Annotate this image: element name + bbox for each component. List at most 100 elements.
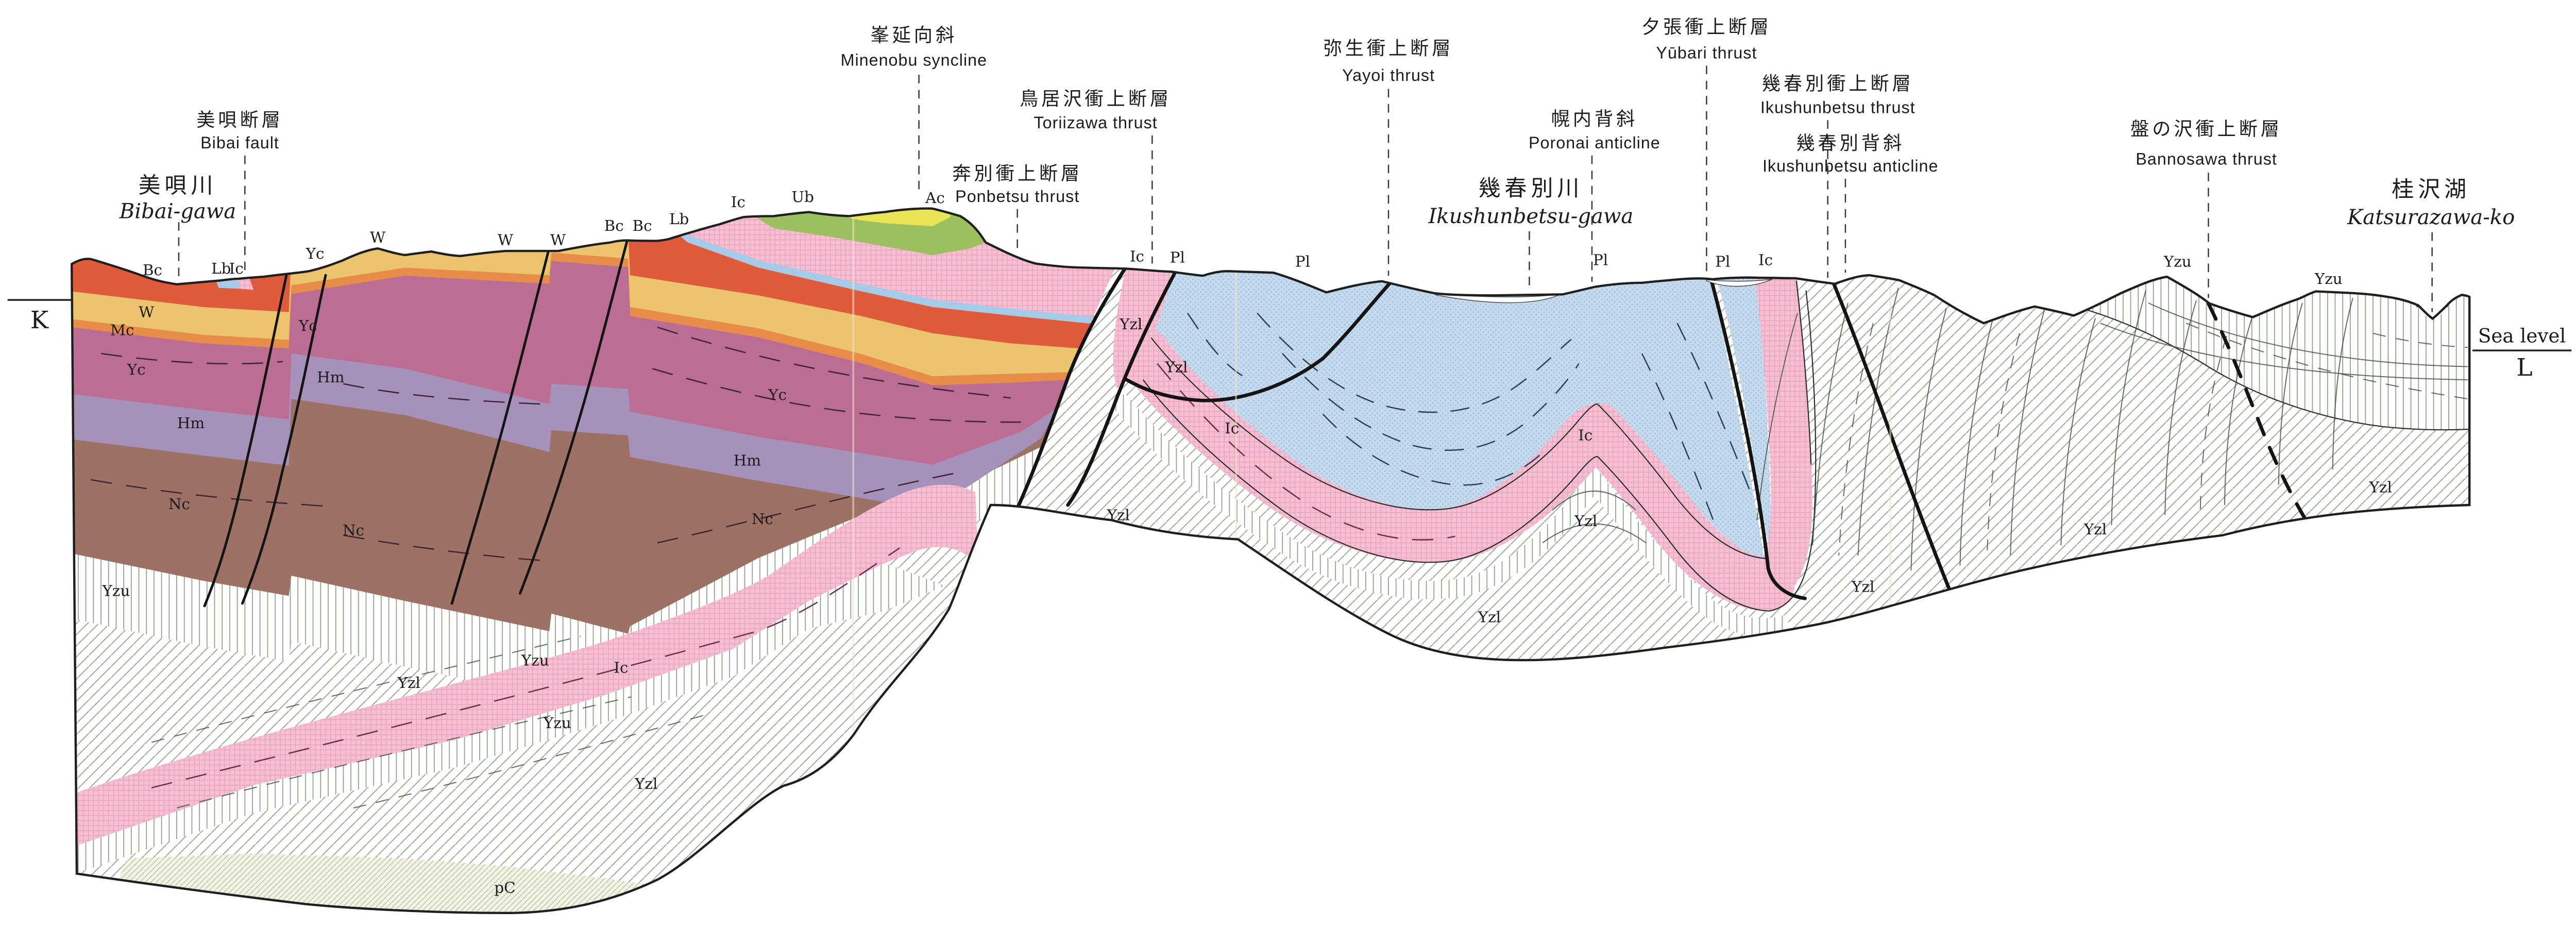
annotation-toriizawa-thrust: 鳥居沢衝上断層 Toriizawa thrust — [1020, 88, 1168, 264]
svg-text:W: W — [550, 231, 566, 248]
cross-section-canvas: K Sea level L 美唄川 Bibai-gawa 美唄断層 Bibai … — [7, 16, 2572, 915]
svg-text:Yzu: Yzu — [521, 652, 549, 669]
unit-yzu-basin-trim — [1111, 393, 1791, 637]
svg-text:Ic: Ic — [229, 260, 244, 277]
ikushunbetsu-thrust-en: Ikushunbetsu thrust — [1760, 98, 1916, 117]
svg-text:W: W — [498, 231, 514, 248]
svg-text:W: W — [370, 228, 386, 246]
annotation-minenobu-syncline: 峯延向斜 Minenobu syncline — [841, 24, 987, 191]
svg-text:Yzl: Yzl — [1478, 608, 1501, 626]
svg-text:Bc: Bc — [143, 261, 162, 279]
svg-text:Nc: Nc — [752, 510, 773, 528]
yayoi-thrust-line — [1123, 277, 1396, 402]
unit-ic-east-limb — [1747, 262, 1812, 606]
svg-text:Bc: Bc — [604, 217, 624, 234]
sea-level-right: Sea level L — [2472, 324, 2572, 382]
yubari-ja: 夕張衝上断層 — [1641, 16, 1772, 38]
svg-text:Yzu: Yzu — [2314, 270, 2343, 288]
bibai-fault-en: Bibai fault — [200, 133, 279, 152]
svg-text:Hm: Hm — [177, 414, 205, 432]
annotation-ikushunbetsu-gawa: 幾春別川 Ikushunbetsu-gawa — [1428, 176, 1633, 290]
annotation-poronai-anticline: 幌内背斜 Poronai anticline — [1529, 108, 1660, 282]
section-body — [72, 208, 2470, 913]
svg-text:Yzu: Yzu — [2163, 252, 2192, 270]
annotation-ponbetsu-thrust: 奔別衝上断層 Ponbetsu thrust — [952, 163, 1082, 254]
minenobu-ja: 峯延向斜 — [871, 24, 958, 45]
svg-text:Hm: Hm — [317, 368, 345, 386]
svg-text:Yc: Yc — [127, 361, 146, 378]
minor-fault-west — [450, 250, 550, 605]
minenobu-en: Minenobu syncline — [841, 50, 987, 69]
toriizawa-en: Toriizawa thrust — [1033, 113, 1157, 132]
svg-text:Yzu: Yzu — [102, 582, 130, 599]
poronai-en: Poronai anticline — [1529, 133, 1660, 152]
ikushunbetsu-anticline-en: Ikushunbetsu anticline — [1762, 157, 1938, 175]
katsurazawa-ja: 桂沢湖 — [2392, 177, 2470, 202]
svg-text:Ic: Ic — [1578, 427, 1592, 444]
annotation-ikushunbetsu-thrust: 幾春別衝上断層 Ikushunbetsu thrust — [1760, 73, 1916, 278]
minor-fault-east — [518, 240, 629, 595]
ponbetsu-ja: 奔別衝上断層 — [952, 163, 1082, 184]
bibai-gawa-ja: 美唄川 — [139, 173, 217, 198]
bibai-fault-line — [203, 267, 290, 608]
svg-text:Pl: Pl — [1295, 252, 1310, 270]
formation-labels: Bc Lb Ic Yc W W W Bc Bc Lb Ic Ub Ac W Mc… — [102, 188, 2392, 897]
unit-pl-basin — [1132, 271, 1768, 585]
bannosawa-thrust-line — [2207, 301, 2310, 525]
annotation-yubari-thrust: 夕張衝上断層 Yūbari thrust — [1641, 16, 1772, 273]
svg-text:Yzl: Yzl — [1851, 578, 1874, 596]
endpoint-l: L — [2516, 353, 2532, 382]
annotation-yayoi-thrust: 弥生衝上断層 Yayoi thrust — [1324, 38, 1454, 276]
svg-text:Yc: Yc — [298, 317, 317, 334]
bannosawa-ja: 盤の沢衝上断層 — [2130, 119, 2282, 140]
unit-ic-sliver-valley — [237, 277, 253, 290]
svg-text:Ic: Ic — [1225, 419, 1239, 437]
annotation-bibai-gawa: 美唄川 Bibai-gawa — [119, 173, 236, 279]
svg-text:Ic: Ic — [614, 659, 628, 676]
ikushunbetsu-gawa-en: Ikushunbetsu-gawa — [1428, 205, 1633, 228]
geological-cross-section: K Sea level L 美唄川 Bibai-gawa 美唄断層 Bibai … — [7, 16, 2572, 915]
svg-text:Hm: Hm — [734, 452, 761, 469]
bibai-fault-ja: 美唄断層 — [196, 109, 283, 130]
bibai-gawa-en: Bibai-gawa — [119, 199, 236, 223]
svg-text:Yzl: Yzl — [1119, 315, 1142, 333]
katsurazawa-en: Katsurazawa-ko — [2347, 206, 2515, 229]
unit-ic-deep-band — [76, 484, 978, 846]
fault-lines — [203, 240, 2310, 608]
svg-text:Lb: Lb — [211, 260, 231, 277]
svg-text:Yzl: Yzl — [397, 674, 420, 692]
toriizawa-thrust-line — [1066, 271, 1177, 507]
svg-text:Ac: Ac — [925, 189, 945, 207]
svg-text:Mc: Mc — [110, 322, 134, 339]
sea-level-label: Sea level — [2478, 324, 2566, 347]
svg-text:Ub: Ub — [791, 188, 814, 206]
bibai-fault-line-2 — [241, 274, 327, 605]
svg-text:Pl: Pl — [1715, 252, 1730, 270]
annotation-ikushunbetsu-anticline: 幾春別背斜 Ikushunbetsu anticline — [1762, 132, 1938, 273]
unit-ic-basin-band — [1116, 327, 1795, 612]
svg-text:Yzu: Yzu — [543, 714, 571, 732]
unit-pl-east-sliver — [1717, 278, 1772, 566]
ikushunbetsu-anticline-ja: 幾春別背斜 — [1796, 132, 1905, 154]
svg-text:Ic: Ic — [1758, 251, 1773, 268]
svg-text:Ic: Ic — [1130, 248, 1144, 265]
yubari-thrust-line — [1709, 277, 1807, 600]
yayoi-ja: 弥生衝上断層 — [1324, 38, 1454, 59]
svg-text:Bc: Bc — [633, 217, 652, 234]
yubari-en: Yūbari thrust — [1656, 44, 1757, 62]
svg-text:Yzl: Yzl — [2369, 478, 2392, 496]
svg-text:Lb: Lb — [669, 210, 689, 228]
annotations: 美唄川 Bibai-gawa 美唄断層 Bibai fault 峯延向斜 Min… — [119, 16, 2515, 312]
ikushunbetsu-thrust-line — [1832, 282, 1951, 591]
svg-text:Yc: Yc — [306, 245, 325, 262]
svg-text:Yzl: Yzl — [1574, 512, 1597, 530]
svg-text:Nc: Nc — [168, 495, 190, 513]
svg-text:Yzl: Yzl — [2083, 520, 2107, 538]
bannosawa-en: Bannosawa thrust — [2136, 149, 2277, 168]
ikushunbetsu-gawa-ja: 幾春別川 — [1478, 176, 1583, 201]
unit-yzu-deep — [76, 563, 945, 874]
svg-text:Yzl: Yzl — [1164, 358, 1188, 376]
annotation-bibai-fault: 美唄断層 Bibai fault — [196, 109, 283, 276]
svg-text:Pl: Pl — [1170, 249, 1185, 266]
svg-text:Pl: Pl — [1593, 251, 1608, 268]
